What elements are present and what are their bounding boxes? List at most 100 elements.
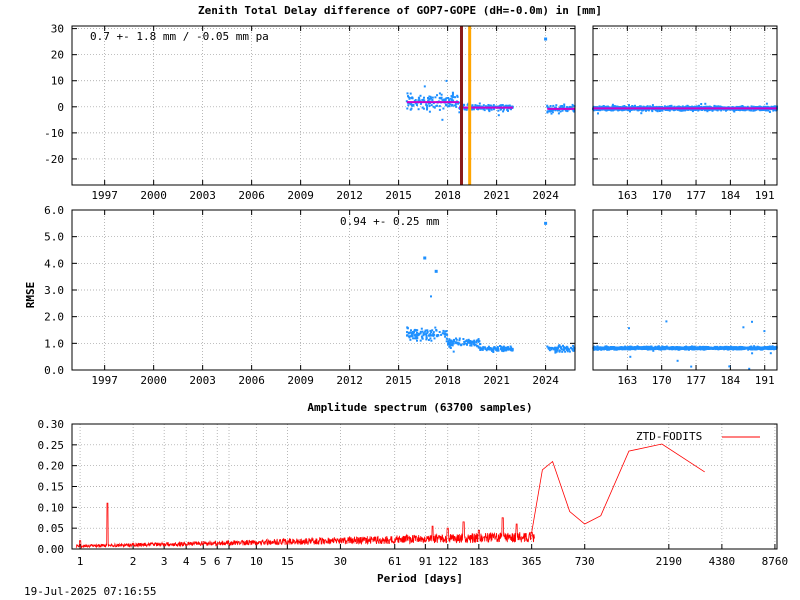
data-point [752, 347, 755, 350]
data-point [658, 348, 661, 351]
data-point [477, 346, 480, 349]
data-point [417, 108, 420, 111]
data-points [406, 221, 576, 354]
data-point [570, 347, 573, 350]
x-tick-label: 2021 [483, 374, 510, 387]
data-point [413, 331, 415, 334]
data-point [444, 332, 447, 335]
data-point [419, 330, 422, 333]
data-point [429, 95, 432, 98]
data-point [496, 348, 498, 351]
data-point [497, 348, 500, 350]
x-tick-label: 2024 [532, 374, 559, 387]
data-point [616, 105, 619, 108]
data-point [721, 346, 723, 349]
data-point [488, 110, 491, 113]
data-point [726, 108, 729, 111]
data-point [469, 341, 471, 344]
data-point [690, 365, 693, 368]
data-point [423, 333, 426, 336]
data-point [428, 334, 431, 337]
data-point [690, 346, 693, 349]
data-point [458, 101, 461, 104]
outlier-point [544, 221, 548, 225]
data-point [487, 104, 490, 106]
x-tick-label: 177 [686, 189, 706, 202]
data-point [714, 347, 717, 350]
data-point [694, 347, 697, 350]
y-tick-label: 6.0 [44, 204, 64, 217]
data-point [432, 105, 435, 108]
data-point [420, 335, 423, 338]
data-point [476, 339, 479, 342]
data-point [546, 104, 549, 107]
data-point [422, 334, 425, 337]
data-point [434, 326, 437, 329]
data-point [681, 106, 684, 108]
data-point [409, 335, 412, 338]
data-point [720, 109, 723, 112]
data-point [455, 342, 458, 345]
data-point [567, 347, 570, 350]
data-point [548, 110, 551, 113]
data-point [566, 350, 569, 353]
data-point [651, 110, 654, 113]
x-tick-label: 2003 [189, 374, 216, 387]
data-point [745, 108, 748, 111]
y-tick-label: 30 [51, 23, 64, 36]
data-point [429, 332, 432, 335]
y-tick-label: 0.30 [38, 418, 65, 431]
data-point [727, 106, 730, 109]
data-point [483, 109, 486, 112]
data-point [725, 109, 727, 112]
data-point [452, 96, 455, 99]
data-point [663, 105, 666, 108]
data-point [408, 97, 411, 100]
data-point [563, 346, 565, 349]
panel-ztd-recent: 163 170 177 184 191 [592, 25, 778, 202]
data-point [428, 110, 431, 113]
data-point [500, 345, 503, 348]
data-point [743, 347, 746, 350]
plot-border [592, 209, 778, 371]
data-point [632, 106, 635, 109]
data-point [484, 105, 487, 108]
y-tick-label: 0.00 [38, 543, 65, 556]
data-point [546, 106, 549, 109]
data-point [431, 334, 433, 337]
x-tick-label: 6 [214, 555, 221, 568]
data-point [608, 106, 611, 109]
data-point [620, 347, 623, 350]
data-point [410, 107, 413, 110]
data-point [441, 332, 444, 335]
data-point [478, 105, 481, 108]
data-point [445, 330, 448, 333]
y-tick-label: 0.15 [38, 481, 65, 494]
data-point [660, 109, 663, 112]
x-tick-label: 2009 [287, 189, 314, 202]
x-tick-label: 2006 [238, 189, 265, 202]
data-point [458, 342, 461, 345]
data-point [682, 347, 684, 350]
data-point [491, 349, 493, 352]
data-point [502, 350, 505, 353]
data-point [422, 332, 425, 335]
data-point [488, 347, 491, 350]
data-point [651, 108, 654, 111]
data-point [448, 102, 451, 105]
data-point [451, 342, 454, 345]
data-point [485, 107, 488, 110]
x-tick-label: 2006 [238, 374, 265, 387]
data-point [562, 349, 565, 352]
data-point [406, 331, 408, 334]
data-point [492, 351, 495, 353]
spectrum-title: Amplitude spectrum (63700 samples) [307, 401, 532, 414]
data-point [484, 348, 487, 350]
data-point [510, 346, 513, 349]
data-point [449, 343, 452, 346]
data-point [492, 349, 495, 352]
data-point [751, 320, 753, 323]
data-point [462, 103, 465, 106]
data-point [680, 109, 683, 112]
data-point [750, 347, 753, 350]
